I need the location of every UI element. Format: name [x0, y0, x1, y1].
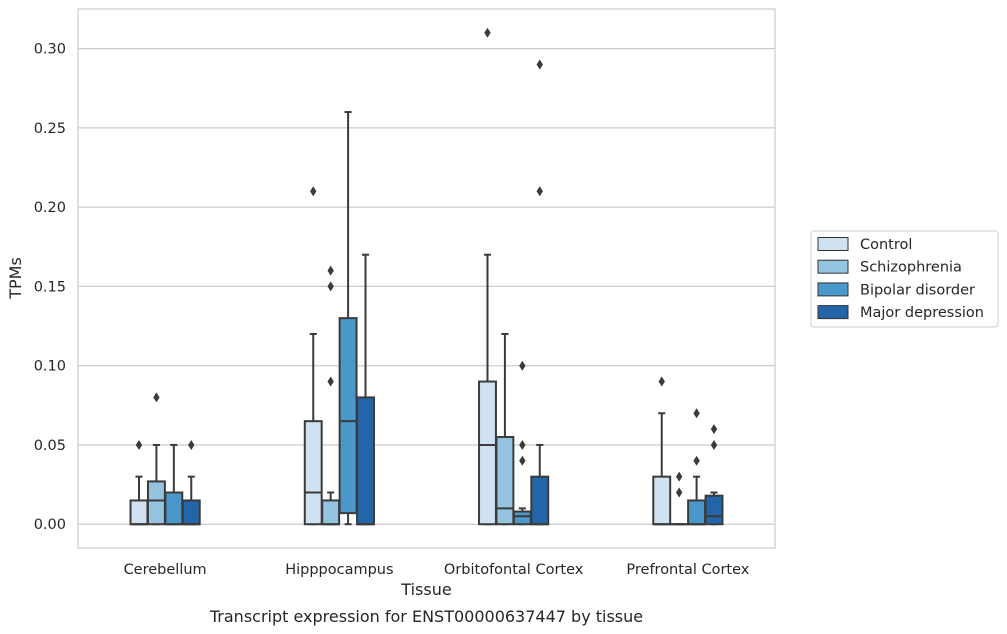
outlier-point: [675, 487, 683, 498]
legend-swatch: [817, 237, 849, 251]
outlier-point: [327, 376, 334, 387]
box-3-3: [704, 491, 724, 526]
outlier-point: [310, 186, 317, 197]
chart-caption: Transcript expression for ENST0000063744…: [209, 607, 643, 626]
y-tick-label: 0.05: [34, 438, 66, 454]
outlier-point: [327, 265, 334, 276]
box-body: [321, 499, 341, 526]
y-tick-label: 0.30: [34, 42, 66, 58]
box-0-1: [146, 443, 166, 526]
box-body: [652, 475, 672, 526]
outlier-point: [710, 424, 718, 435]
box-body: [181, 499, 201, 526]
plot-frame: [77, 8, 776, 549]
box-body: [478, 380, 497, 526]
x-axis-ticks: Cerebellum Hipppocampus Orbitofontal Corte…: [124, 562, 750, 578]
outlier-point: [484, 27, 491, 38]
legend-label: Schizophrenia: [860, 260, 962, 276]
box-2-1: [495, 332, 515, 526]
box-2-3: [530, 443, 550, 526]
outlier-point: [519, 439, 526, 450]
box-body: [530, 475, 550, 526]
outliers: [135, 27, 718, 498]
outlier-point: [710, 439, 718, 450]
box-body: [704, 494, 724, 526]
y-axis-label: TPMs: [6, 257, 25, 300]
box-body: [356, 396, 375, 526]
x-tick-label: Orbitofontal Cortex: [444, 562, 584, 578]
outlier-point: [693, 455, 700, 466]
box-body: [338, 317, 358, 515]
box-body: [164, 491, 184, 526]
legend-label: Control: [860, 237, 912, 253]
outlier-point: [693, 408, 700, 419]
y-tick-label: 0.00: [34, 517, 66, 533]
outlier-point: [519, 360, 526, 371]
x-axis-label: Tissue: [400, 580, 451, 599]
y-tick-label: 0.25: [34, 121, 66, 137]
y-tick-label: 0.15: [34, 279, 66, 295]
outlier-point: [658, 376, 665, 387]
legend-swatch: [817, 259, 849, 274]
outlier-point: [327, 281, 334, 292]
legend-swatch: [817, 305, 849, 320]
y-tick-label: 0.20: [34, 200, 66, 216]
box-0-3: [181, 475, 201, 526]
box-body: [687, 499, 707, 526]
outlier-point: [188, 439, 195, 450]
box-2-2: [512, 507, 532, 526]
x-tick-label: Prefrontal Cortex: [626, 562, 749, 578]
box-body: [495, 436, 515, 526]
boxes: [129, 111, 724, 526]
box-body: [303, 420, 323, 526]
x-tick-label: Hipppocampus: [285, 562, 393, 578]
box-1-3: [356, 253, 375, 526]
legend: Control Schizophrenia Bipolar disorder Majo…: [810, 230, 999, 328]
outlier-point: [536, 186, 543, 197]
box-1-0: [303, 332, 323, 526]
box-body: [129, 499, 149, 526]
legend-label: Bipolar disorder: [860, 282, 975, 298]
box-3-0: [652, 412, 672, 526]
box-body: [512, 510, 532, 526]
x-tick-label: Cerebellum: [124, 562, 207, 578]
outlier-point: [135, 439, 143, 450]
box-body: [146, 480, 166, 526]
legend-frame: [810, 230, 999, 328]
legend-entries: Control Schizophrenia Bipolar disorder Majo…: [817, 237, 984, 321]
box-0-2: [164, 443, 184, 526]
y-axis-ticks: 0.00 0.05 0.10 0.15 0.20 0.25 0.30: [34, 42, 66, 534]
outlier-point: [675, 471, 683, 482]
outlier-point: [536, 59, 543, 70]
legend-swatch: [817, 282, 849, 297]
y-tick-label: 0.10: [34, 359, 66, 375]
legend-label: Major depression: [860, 305, 984, 321]
outlier-point: [519, 455, 526, 466]
outlier-point: [153, 392, 160, 403]
